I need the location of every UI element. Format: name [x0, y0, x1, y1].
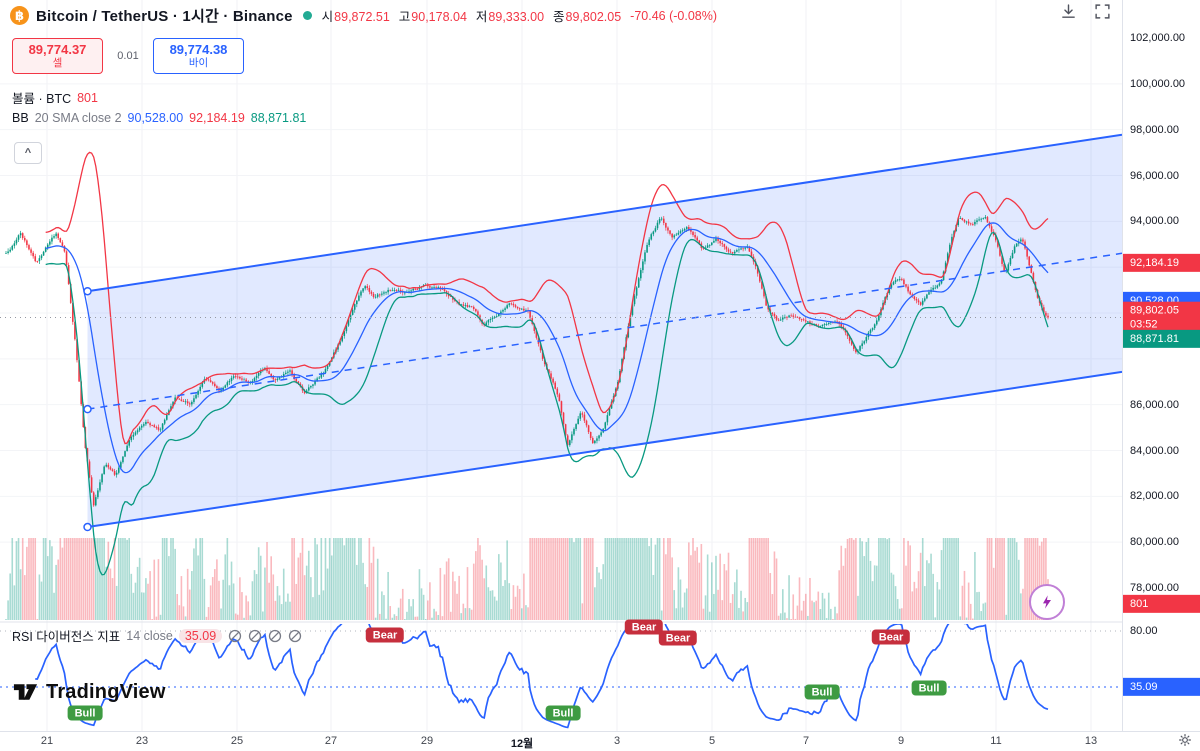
bb-lower-value: 88,871.81 — [250, 111, 307, 125]
time-axis-label: 13 — [1084, 735, 1098, 747]
low-value: 89,333.00 — [488, 10, 545, 24]
price-axis-tick: 96,000.00 — [1130, 169, 1179, 182]
rsi-legend[interactable]: RSI 다이버전스 지표 14 close 35.09 — [12, 626, 302, 645]
time-axis-label: 12월 — [510, 738, 534, 750]
chart-canvas[interactable] — [0, 0, 1122, 731]
price-axis-tick: 86,000.00 — [1130, 398, 1179, 411]
time-axis-label: 7 — [802, 735, 810, 747]
open-label: 시 — [321, 10, 334, 24]
bb-middle-value: 90,528.00 — [127, 111, 184, 125]
time-axis-label: 3 — [613, 735, 621, 747]
price-badge-bb-upper: 92,184.19 — [1123, 253, 1200, 273]
bb-legend-title: BB — [12, 111, 29, 125]
volume-legend-title: 볼륨 · BTC — [12, 92, 72, 106]
tradingview-logo[interactable]: TradingView — [12, 680, 166, 704]
fullscreen-icon — [1094, 3, 1110, 19]
volume-badge: 801 — [1123, 594, 1200, 614]
bb-upper-value: 92,184.19 — [189, 111, 245, 125]
price-badge-bb-lower: 88,871.81 — [1123, 329, 1200, 348]
collapse-legend-button[interactable]: ^ — [14, 142, 42, 164]
price-axis-tick: 80,000.00 — [1130, 536, 1179, 549]
buy-label: 바이 — [188, 57, 209, 70]
sell-button[interactable]: 89,774.37 셀 — [12, 38, 103, 74]
price-axis-tick: 82,000.00 — [1130, 490, 1179, 503]
download-button[interactable] — [1056, 0, 1080, 22]
rsi-axis-tick: 80.00 — [1130, 625, 1158, 637]
price-axis-tick: 78,000.00 — [1130, 582, 1179, 594]
time-axis-label: 21 — [40, 735, 54, 747]
indicator-option-icon-3[interactable] — [288, 629, 302, 643]
indicator-option-icon-1[interactable] — [248, 629, 262, 643]
buy-button[interactable]: 89,774.38 바이 — [153, 38, 244, 74]
symbol-title[interactable]: Bitcoin / TetherUS · 1시간 · Binance — [36, 8, 293, 25]
time-axis[interactable]: 21 23 25 27 29 12월 3 5 7 9 11 13 — [0, 731, 1200, 751]
time-axis-label: 11 — [990, 735, 1002, 747]
low-label: 저 — [475, 10, 488, 24]
volume-legend[interactable]: 볼륨 · BTC 801 — [12, 88, 98, 107]
time-axis-label: 27 — [324, 735, 338, 747]
time-axis-label: 5 — [708, 735, 716, 747]
time-axis-label: 23 — [135, 735, 149, 747]
close-label: 종 — [553, 10, 565, 24]
price-axis[interactable]: 102,000.00 100,000.00 98,000.00 96,000.00 94… — [1122, 0, 1200, 731]
quick-action-button[interactable] — [1029, 584, 1065, 620]
rsi-value-badge: 35.09 — [1123, 677, 1200, 697]
download-icon — [1061, 3, 1075, 18]
tradingview-logo-text: TradingView — [46, 680, 166, 703]
sell-price: 89,774.37 — [28, 41, 87, 57]
spread-value: 0.01 — [117, 50, 139, 62]
rsi-legend-value: 35.09 — [178, 628, 223, 643]
buy-price: 89,774.38 — [169, 41, 228, 57]
tradingview-logo-icon — [13, 684, 38, 700]
indicator-option-icon-2[interactable] — [268, 629, 282, 643]
high-label: 고 — [398, 10, 411, 24]
ohlc-values: 시89,872.51 고90,178.04 저89,333.00 종89,802… — [322, 6, 622, 25]
trade-panel: 89,774.37 셀 0.01 89,774.38 바이 — [12, 38, 244, 74]
bitcoin-icon: ฿ — [10, 6, 29, 25]
price-axis-tick: 100,000.00 — [1130, 77, 1186, 90]
price-axis-tick: 98,000.00 — [1130, 123, 1179, 136]
volume-bars — [5, 538, 1049, 620]
price-change: -70.46 (-0.08%) — [630, 8, 718, 23]
symbol-header: ฿ Bitcoin / TetherUS · 1시간 · Binance 시89… — [10, 5, 717, 26]
lightning-icon — [1043, 595, 1051, 609]
bb-legend-params: 20 SMA close 2 — [34, 111, 122, 125]
rsi-legend-params: 14 close — [126, 628, 173, 643]
time-axis-label: 9 — [897, 735, 905, 747]
high-value: 90,178.04 — [411, 10, 467, 24]
fullscreen-button[interactable] — [1090, 0, 1114, 22]
rsi-legend-title: RSI 다이버전스 지표 — [12, 630, 121, 644]
volume-legend-value: 801 — [77, 90, 98, 105]
price-axis-tick: 102,000.00 — [1130, 32, 1186, 44]
time-axis-label: 29 — [420, 735, 434, 747]
open-value: 89,872.51 — [334, 10, 390, 24]
gear-icon — [1179, 734, 1191, 746]
close-value: 89,802.05 — [565, 10, 622, 24]
time-axis-label: 25 — [230, 735, 244, 747]
price-axis-tick: 94,000.00 — [1130, 215, 1179, 228]
price-badge-last-price: 89,802.05 03:52 — [1123, 301, 1200, 334]
bb-legend[interactable]: BB 20 SMA close 2 90,528.00 92,184.19 88… — [12, 111, 306, 125]
market-status-dot — [302, 11, 312, 20]
axis-settings-button[interactable] — [1178, 733, 1192, 751]
price-axis-tick: 84,000.00 — [1130, 444, 1179, 457]
sell-label: 셀 — [52, 57, 63, 70]
hide-indicator-icon[interactable] — [228, 629, 242, 643]
